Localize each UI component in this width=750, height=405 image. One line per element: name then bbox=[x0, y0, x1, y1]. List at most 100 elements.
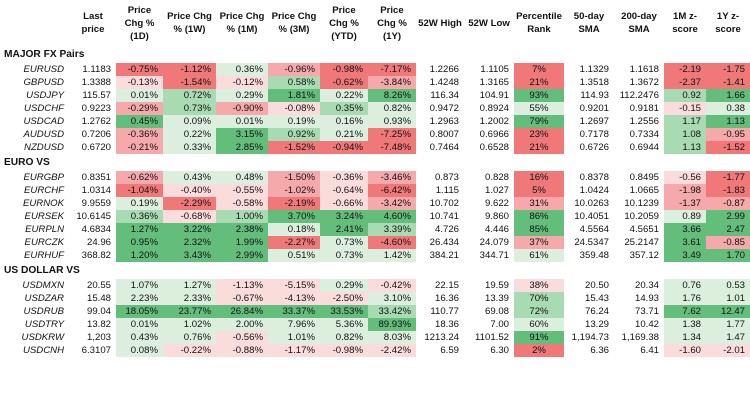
table-row: USDMXN 20.55 1.07% 1.27% -1.13% -5.15% 0.29% -0… bbox=[0, 279, 750, 292]
table-cell: 0.53 bbox=[706, 279, 750, 292]
table-cell: 0.6944 bbox=[629, 142, 659, 153]
table-cell: -0.21% bbox=[116, 141, 163, 154]
table-cell: -2.27% bbox=[268, 236, 320, 249]
table-cell: 1.70 bbox=[706, 249, 750, 262]
table-cell: -1.02% bbox=[268, 184, 320, 197]
section-header-row: US DOLLAR VS bbox=[0, 262, 750, 279]
table-cell: 0.8378 bbox=[579, 172, 609, 183]
table-cell: 1.20% bbox=[116, 249, 163, 262]
table-cell: -0.94% bbox=[320, 141, 368, 154]
section-title: MAJOR FX Pairs bbox=[4, 49, 85, 60]
table-cell: -3.84% bbox=[368, 76, 416, 89]
section-title: US DOLLAR VS bbox=[4, 265, 80, 276]
table-cell: -6.42% bbox=[368, 184, 416, 197]
table-cell: 0.8495 bbox=[629, 172, 659, 183]
table-cell: 4.6834 bbox=[81, 224, 111, 235]
table-cell: -0.56% bbox=[216, 331, 268, 344]
table-cell: -0.42% bbox=[368, 279, 416, 292]
table-cell: 18.05% bbox=[116, 305, 163, 318]
table-cell: 10.4051 bbox=[574, 211, 609, 222]
header-cell: 1Y z-score bbox=[715, 11, 741, 35]
table-cell: -2.19 bbox=[664, 63, 706, 76]
table-cell: -3.42% bbox=[368, 197, 416, 210]
table-cell: 110.77 bbox=[430, 306, 459, 317]
table-cell: 3.43% bbox=[163, 249, 216, 262]
table-cell: 0.19% bbox=[116, 197, 163, 210]
table-row: USDCAD 1.2762 0.45% 0.09% 0.01% 0.19% 0.16% 0.9… bbox=[0, 115, 750, 128]
table-cell: 1.027 bbox=[484, 185, 509, 196]
pair-name: EURCZK bbox=[24, 237, 64, 248]
table-cell: -1.37 bbox=[664, 197, 706, 210]
table-cell: 31% bbox=[514, 197, 564, 210]
table-row: USDJPY 115.57 0.01% 0.72% 0.29% 1.81% 0.22% 8.2… bbox=[0, 89, 750, 102]
header-cell bbox=[0, 0, 70, 46]
table-cell: 1101.52 bbox=[475, 332, 509, 343]
pair-name: USDTRY bbox=[24, 319, 64, 330]
table-cell: 1.08 bbox=[664, 128, 706, 141]
table-cell: 1.01 bbox=[706, 292, 750, 305]
table-row: EURNOK 9.9559 0.19% -2.29% -0.58% -2.19% -0.66… bbox=[0, 197, 750, 210]
table-cell: 23.77% bbox=[163, 305, 216, 318]
table-cell: 0.16% bbox=[320, 115, 368, 128]
table-cell: 0.36% bbox=[116, 210, 163, 223]
pair-name: EURSEK bbox=[24, 211, 64, 222]
table-cell: 0.43% bbox=[163, 171, 216, 184]
table-cell: -0.85 bbox=[706, 236, 750, 249]
table-cell: 6.41 bbox=[640, 345, 659, 356]
table-cell: 0.51% bbox=[268, 249, 320, 262]
table-cell: 19.59 bbox=[484, 280, 509, 291]
table-cell: 10.741 bbox=[429, 211, 459, 222]
table-cell: -0.62% bbox=[116, 171, 163, 184]
table-cell: 0.92% bbox=[268, 128, 320, 141]
table-cell: 0.38 bbox=[706, 102, 750, 115]
table-cell: 2.32% bbox=[163, 236, 216, 249]
table-cell: 20.55 bbox=[86, 280, 111, 291]
table-cell: 0.01% bbox=[116, 89, 163, 102]
table-cell: 33.53% bbox=[320, 305, 368, 318]
section-header-row: EURO VS bbox=[0, 154, 750, 171]
table-cell: 1.0314 bbox=[81, 185, 111, 196]
table-cell: 0.9472 bbox=[429, 103, 459, 114]
table-cell: 1.3165 bbox=[479, 77, 509, 88]
pair-name: EURPLN bbox=[25, 224, 64, 235]
table-cell: 1.27% bbox=[163, 279, 216, 292]
table-cell: 24.5347 bbox=[574, 237, 609, 248]
table-cell: 13.29 bbox=[584, 319, 609, 330]
table-cell: 7.96% bbox=[268, 318, 320, 331]
table-cell: 0.18% bbox=[268, 223, 320, 236]
table-row: EURUSD 1.1183 -0.75% -1.12% 0.36% -0.96% -0.98… bbox=[0, 63, 750, 76]
table-cell: 0.33% bbox=[163, 141, 216, 154]
table-cell: -1.98 bbox=[664, 184, 706, 197]
table-cell: -1.17% bbox=[268, 344, 320, 357]
table-cell: 70% bbox=[514, 292, 564, 305]
table-cell: 368.82 bbox=[81, 250, 111, 261]
table-cell: -5.15% bbox=[268, 279, 320, 292]
table-row: EURPLN 4.6834 1.27% 3.22% 2.38% 0.18% 2.41% 3.3… bbox=[0, 223, 750, 236]
table-row: EURHUF 368.82 1.20% 3.43% 2.99% 0.51% 0.73% 1.4… bbox=[0, 249, 750, 262]
table-cell: 3.66 bbox=[664, 223, 706, 236]
table-cell: 104.91 bbox=[479, 90, 509, 101]
table-cell: 4.726 bbox=[434, 224, 459, 235]
table-cell: 0.01% bbox=[116, 318, 163, 331]
table-cell: 24.96 bbox=[86, 237, 111, 248]
table-cell: 0.76 bbox=[664, 279, 706, 292]
table-cell: 3.61 bbox=[664, 236, 706, 249]
table-cell: 60% bbox=[514, 318, 564, 331]
table-cell: 15.43 bbox=[584, 293, 609, 304]
header-cell: Price Chg % (3M) bbox=[271, 11, 317, 35]
table-cell: -1.52 bbox=[706, 141, 750, 154]
table-cell: 4.60% bbox=[368, 210, 416, 223]
table-cell: 20.34 bbox=[634, 280, 659, 291]
table-row: NZDUSD 0.6720 -0.21% 0.33% 2.85% -1.52% -0.94%… bbox=[0, 141, 750, 154]
table-cell: 1213.24 bbox=[424, 332, 459, 343]
table-row: USDZAR 15.48 2.23% 2.33% -0.67% -4.13% -2.50% 3… bbox=[0, 292, 750, 305]
table-cell: 16% bbox=[514, 171, 564, 184]
header-row: Last price Price Chg % (1D) Price Chg % … bbox=[0, 0, 750, 46]
table-cell: 1.3672 bbox=[629, 77, 659, 88]
table-cell: 3.22% bbox=[163, 223, 216, 236]
section-header-row: MAJOR FX Pairs bbox=[0, 46, 750, 63]
table-cell: -0.75% bbox=[116, 63, 163, 76]
table-cell: 1.13 bbox=[706, 115, 750, 128]
pair-name: USDCNH bbox=[22, 345, 64, 356]
table-cell: 1.1618 bbox=[629, 64, 659, 75]
